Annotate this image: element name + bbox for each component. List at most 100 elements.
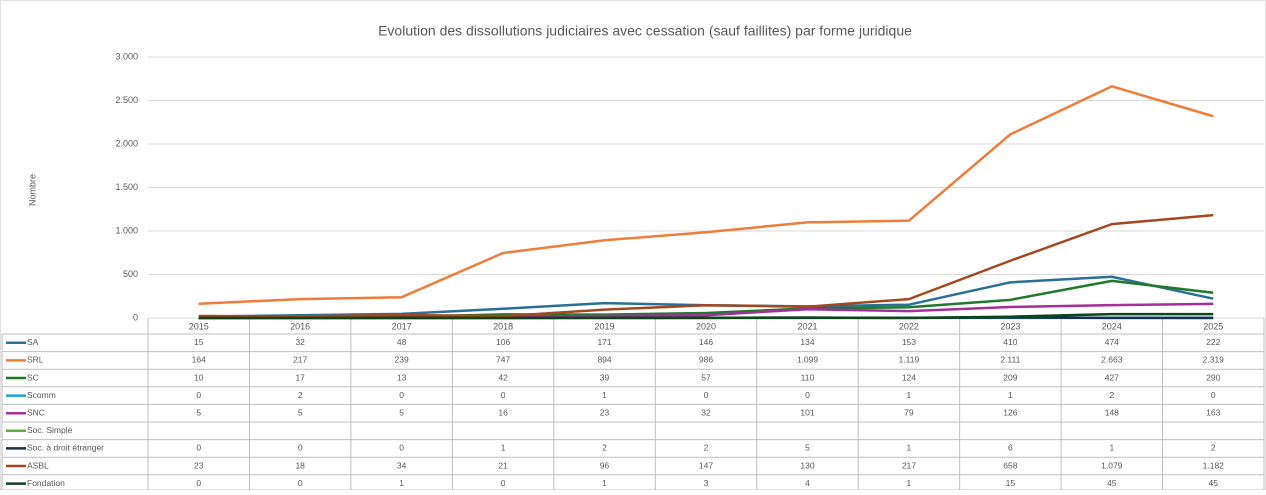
legend-label: SC <box>27 372 39 382</box>
table-value: 2 <box>298 390 303 400</box>
legend-label: Fondation <box>27 478 65 488</box>
table-value: 747 <box>496 355 510 365</box>
table-value: 171 <box>597 337 611 347</box>
x-tick-label: 2020 <box>696 321 716 331</box>
table-value: 10 <box>194 372 204 382</box>
table-value: 110 <box>801 372 815 382</box>
table-value: 0 <box>196 443 201 453</box>
table-value: 290 <box>1206 372 1220 382</box>
y-tick-label: 500 <box>123 269 138 279</box>
table-value: 0 <box>298 478 303 488</box>
table-value: 2.111 <box>1000 355 1020 365</box>
table-value: 239 <box>395 355 409 365</box>
table-value: 164 <box>192 355 206 365</box>
table-value: 163 <box>1206 407 1220 417</box>
legend-label: Scomm <box>27 390 56 400</box>
table-value: 0 <box>399 443 404 453</box>
table-value: 1 <box>907 443 912 453</box>
table-value: 2 <box>1109 390 1114 400</box>
table-value: 1 <box>907 390 912 400</box>
table-value: 410 <box>1003 337 1017 347</box>
table-value: 16 <box>498 407 508 417</box>
table-value: 0 <box>501 390 506 400</box>
table-value: 0 <box>399 390 404 400</box>
x-tick-label: 2025 <box>1203 321 1223 331</box>
table-value: 15 <box>1006 478 1016 488</box>
table-value: 2 <box>602 443 607 453</box>
table-value: 1 <box>602 390 607 400</box>
table-value: 1 <box>501 443 506 453</box>
table-value: 148 <box>1105 407 1119 417</box>
x-tick-label: 2023 <box>1000 321 1020 331</box>
x-tick-label: 2017 <box>392 321 412 331</box>
table-value: 42 <box>498 372 508 382</box>
table-value: 658 <box>1003 460 1017 470</box>
legend-label: SA <box>27 337 39 347</box>
table-value: 2 <box>1211 443 1216 453</box>
table-value: 79 <box>904 407 914 417</box>
x-tick-label: 2019 <box>595 321 615 331</box>
table-value: 13 <box>397 372 407 382</box>
table-value: 217 <box>902 460 916 470</box>
table-value: 1 <box>907 478 912 488</box>
table-value: 427 <box>1105 372 1119 382</box>
x-tick-label: 2024 <box>1102 321 1122 331</box>
table-value: 45 <box>1107 478 1117 488</box>
table-value: 1.182 <box>1203 460 1225 470</box>
y-tick-label: 1.000 <box>115 225 138 235</box>
y-tick-label: 0 <box>133 312 138 322</box>
table-value: 23 <box>194 460 204 470</box>
table-value: 3 <box>704 478 709 488</box>
legend-label: ASBL <box>27 460 49 470</box>
table-value: 6 <box>1008 443 1013 453</box>
table-value: 17 <box>295 372 305 382</box>
table-value: 5 <box>196 407 201 417</box>
table-value: 209 <box>1003 372 1017 382</box>
table-value: 222 <box>1206 337 1220 347</box>
table-value: 134 <box>800 337 814 347</box>
table-value: 1 <box>1109 443 1114 453</box>
legend-label: Soc. Simple <box>27 425 73 435</box>
table-value: 1.119 <box>899 355 920 365</box>
table-value: 0 <box>704 390 709 400</box>
table-value: 147 <box>699 460 713 470</box>
table-value: 2 <box>704 443 709 453</box>
table-value: 23 <box>600 407 610 417</box>
table-value: 2.663 <box>1101 355 1123 365</box>
y-axis-label: Nombre <box>27 174 37 206</box>
table-value: 894 <box>597 355 611 365</box>
x-tick-label: 2021 <box>797 321 817 331</box>
table-value: 0 <box>298 443 303 453</box>
table-value: 1.079 <box>1101 460 1123 470</box>
table-value: 57 <box>701 372 711 382</box>
table-value: 1 <box>602 478 607 488</box>
table-value: 2.319 <box>1203 355 1225 365</box>
y-tick-label: 2.000 <box>115 138 138 148</box>
table-value: 1 <box>1008 390 1013 400</box>
table-value: 1.099 <box>797 355 819 365</box>
x-tick-label: 2018 <box>493 321 513 331</box>
table-value: 32 <box>295 337 305 347</box>
table-value: 34 <box>397 460 407 470</box>
table-value: 0 <box>196 478 201 488</box>
table-value: 96 <box>600 460 610 470</box>
table-value: 124 <box>902 372 916 382</box>
legend-label: SNC <box>27 407 45 417</box>
table-value: 986 <box>699 355 713 365</box>
table-value: 4 <box>805 478 810 488</box>
table-value: 18 <box>295 460 305 470</box>
table-value: 0 <box>805 390 810 400</box>
table-value: 0 <box>1211 390 1216 400</box>
y-tick-label: 2.500 <box>115 95 138 105</box>
table-value: 106 <box>496 337 510 347</box>
table-value: 45 <box>1209 478 1219 488</box>
table-value: 5 <box>298 407 303 417</box>
table-value: 39 <box>600 372 610 382</box>
legend-label: Soc. à droit étranger <box>27 443 104 453</box>
chart-title: Evolution des dissollutions judiciaires … <box>378 23 912 39</box>
table-value: 48 <box>397 337 407 347</box>
x-tick-label: 2022 <box>899 321 919 331</box>
table-value: 15 <box>194 337 204 347</box>
